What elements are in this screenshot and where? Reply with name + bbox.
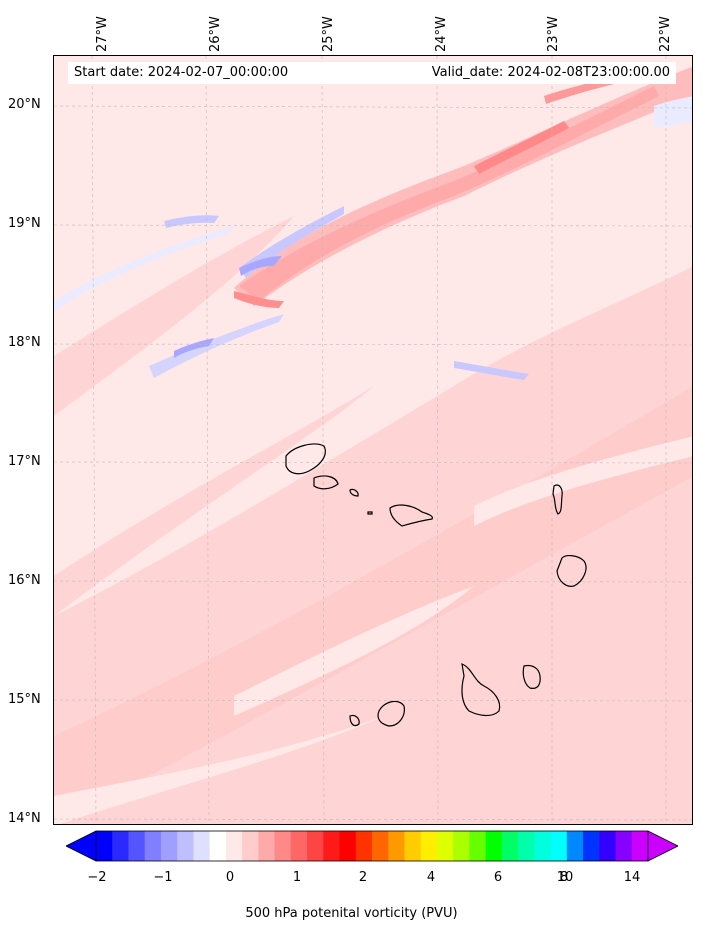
colorbar-cell bbox=[339, 831, 357, 861]
lat-label-18n: 18°N bbox=[8, 335, 41, 350]
lat-label-20n: 20°N bbox=[8, 97, 41, 112]
colorbar-cell bbox=[96, 831, 113, 861]
coastlines bbox=[285, 443, 587, 727]
colorbar-cell bbox=[372, 831, 389, 861]
lat-label-16n: 16°N bbox=[8, 573, 41, 588]
colorbar-tick: 10 bbox=[556, 870, 574, 885]
colorbar-tick: 0 bbox=[225, 870, 235, 885]
colorbar-cell bbox=[112, 831, 129, 861]
lon-label-22w: 22°W bbox=[658, 16, 673, 52]
lat-label-17n: 17°N bbox=[8, 454, 41, 469]
colorbar-label: 500 hPa potenital vorticity (PVU) bbox=[245, 906, 458, 921]
colorbar-extend-min bbox=[66, 831, 96, 861]
valid-date-label: Valid_date: 2024-02-08T23:00:00.00 bbox=[431, 65, 670, 80]
lat-label-14n: 14°N bbox=[8, 811, 41, 826]
colorbar-cell bbox=[209, 831, 227, 861]
lon-label-24w: 24°W bbox=[434, 16, 449, 52]
colorbar-tick: −2 bbox=[87, 870, 107, 885]
lon-label-26w: 26°W bbox=[208, 16, 223, 52]
colorbar-cell bbox=[501, 831, 519, 861]
date-info-box: Start date: 2024-02-07_00:00:00 Valid_da… bbox=[68, 62, 676, 84]
colorbar-cell bbox=[242, 831, 259, 861]
colorbar-tick: 6 bbox=[493, 870, 503, 885]
colorbar-cell bbox=[160, 831, 178, 861]
colorbar-cell bbox=[599, 831, 617, 861]
colorbar-cell bbox=[274, 831, 292, 861]
negative-pv-areas bbox=[54, 96, 692, 380]
colorbar-tick: 2 bbox=[358, 870, 368, 885]
colorbar-cell bbox=[307, 831, 324, 861]
colorbar-cell bbox=[453, 831, 470, 861]
colorbar-tick: 14 bbox=[623, 870, 641, 885]
colorbar-cell bbox=[404, 831, 422, 861]
lon-label-27w: 27°W bbox=[95, 16, 110, 52]
colorbar-cell bbox=[436, 831, 454, 861]
colorbar-tick: 1 bbox=[292, 870, 302, 885]
colorbar-extend-max bbox=[648, 831, 678, 861]
colorbar-tick: 8 bbox=[559, 870, 569, 885]
colorbar-tick: 4 bbox=[426, 870, 436, 885]
colorbar-cell bbox=[550, 831, 568, 861]
colorbar-cell bbox=[355, 831, 373, 861]
colorbar-cell bbox=[193, 831, 211, 861]
pv-streak bbox=[234, 66, 692, 308]
lon-label-25w: 25°W bbox=[321, 16, 336, 52]
colorbar-cell bbox=[631, 831, 649, 861]
colorbar-cell bbox=[225, 831, 243, 861]
colorbar bbox=[66, 830, 678, 862]
colorbar-cell bbox=[485, 831, 503, 861]
colorbar-cell bbox=[615, 831, 633, 861]
colorbar-tick: −1 bbox=[153, 870, 173, 885]
graticule bbox=[54, 56, 692, 824]
colorbar-cell bbox=[518, 831, 535, 861]
colorbar-cell bbox=[420, 831, 438, 861]
colorbar-cell bbox=[258, 831, 276, 861]
colorbar-cell bbox=[469, 831, 487, 861]
start-date-label: Start date: 2024-02-07_00:00:00 bbox=[74, 65, 289, 80]
lat-label-19n: 19°N bbox=[8, 216, 41, 231]
colorbar-cell bbox=[128, 831, 146, 861]
map-panel bbox=[53, 55, 693, 825]
lat-label-15n: 15°N bbox=[8, 692, 41, 707]
colorbar-cell bbox=[323, 831, 341, 861]
colorbar-cell bbox=[583, 831, 600, 861]
potential-vorticity-field bbox=[54, 56, 692, 824]
colorbar-cell bbox=[144, 831, 162, 861]
pv-fill-bands bbox=[54, 216, 692, 824]
colorbar-cell bbox=[290, 831, 308, 861]
colorbar-cell bbox=[177, 831, 194, 861]
colorbar-cell bbox=[388, 831, 405, 861]
colorbar-cell bbox=[534, 831, 552, 861]
lon-label-23w: 23°W bbox=[546, 16, 561, 52]
colorbar-cell bbox=[566, 831, 584, 861]
